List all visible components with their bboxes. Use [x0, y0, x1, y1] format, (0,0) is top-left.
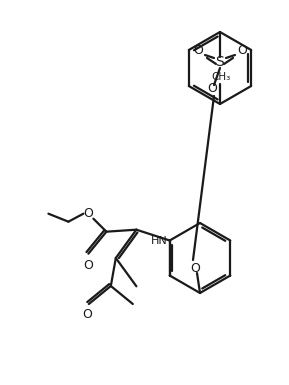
Text: O: O	[207, 82, 217, 94]
Text: O: O	[84, 259, 93, 272]
Text: O: O	[193, 44, 203, 57]
Text: O: O	[190, 261, 200, 275]
Text: S: S	[216, 55, 224, 69]
Text: O: O	[82, 308, 92, 320]
Text: O: O	[84, 207, 93, 220]
Text: CH₃: CH₃	[211, 72, 231, 82]
Text: HN: HN	[151, 236, 168, 246]
Text: O: O	[237, 44, 247, 57]
